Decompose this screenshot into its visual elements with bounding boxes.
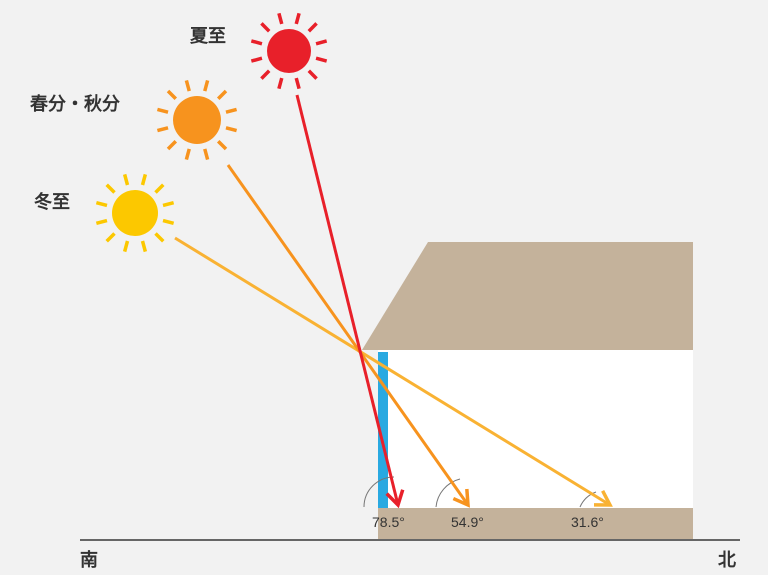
label-summer-solstice: 夏至 xyxy=(190,26,226,47)
winter-sun-ray xyxy=(140,240,148,253)
winter-sun-ray xyxy=(140,173,148,186)
summer-sun-ray xyxy=(307,69,318,80)
angle-summer: 78.5° xyxy=(372,514,405,530)
label-south: 南 xyxy=(80,550,98,571)
angle-arc-equinox xyxy=(435,478,461,508)
winter-sun-icon xyxy=(112,190,158,236)
winter-sun-ray xyxy=(105,183,116,194)
summer-sun-ray xyxy=(260,22,271,33)
summer-sun-ray xyxy=(260,69,271,80)
winter-sun-ray xyxy=(105,232,116,243)
equinox-light-ray xyxy=(226,164,470,506)
summer-sun-ray xyxy=(315,56,328,63)
winter-sun-ray xyxy=(122,240,130,253)
summer-sun-ray xyxy=(250,56,263,63)
equinox-sun-ray xyxy=(203,79,210,92)
equinox-sun-ray xyxy=(225,107,238,114)
summer-light-ray xyxy=(295,94,400,506)
winter-arrowhead xyxy=(593,489,613,507)
summer-sun-ray xyxy=(277,77,284,90)
equinox-sun-ray xyxy=(216,139,228,151)
summer-arrowhead xyxy=(385,489,405,509)
label-winter-solstice: 冬至 xyxy=(34,192,70,213)
summer-sun-ray xyxy=(315,39,328,46)
label-equinox: 春分・秋分 xyxy=(30,94,120,115)
house-roof xyxy=(362,242,693,350)
equinox-sun-ray xyxy=(166,89,178,101)
house-floor xyxy=(378,508,693,540)
winter-light-ray xyxy=(174,236,611,507)
equinox-sun-ray xyxy=(184,79,191,92)
angle-winter: 31.6° xyxy=(571,514,604,530)
equinox-sun-ray xyxy=(156,126,169,133)
angle-equinox: 54.9° xyxy=(451,514,484,530)
summer-sun-ray xyxy=(294,77,301,90)
equinox-arrowhead xyxy=(452,488,470,508)
equinox-sun-ray xyxy=(184,148,191,161)
equinox-sun-ray xyxy=(225,126,238,133)
label-north: 北 xyxy=(718,550,736,571)
summer-sun-ray xyxy=(294,12,301,25)
winter-sun-ray xyxy=(154,183,165,194)
summer-sun-icon xyxy=(267,29,311,73)
winter-sun-ray xyxy=(95,200,108,208)
winter-sun-ray xyxy=(122,173,130,186)
summer-sun-ray xyxy=(250,39,263,46)
house-interior xyxy=(378,350,693,508)
equinox-sun-ray xyxy=(166,139,178,151)
angle-arc-winter xyxy=(579,491,597,508)
window xyxy=(378,352,388,508)
winter-sun-ray xyxy=(95,218,108,226)
winter-sun-ray xyxy=(154,232,165,243)
equinox-sun-ray xyxy=(203,148,210,161)
summer-sun-ray xyxy=(277,12,284,25)
equinox-sun-ray xyxy=(156,107,169,114)
winter-sun-ray xyxy=(162,218,175,226)
equinox-sun-icon xyxy=(173,96,221,144)
angle-arc-summer xyxy=(363,476,395,508)
equinox-sun-ray xyxy=(216,89,228,101)
summer-sun-ray xyxy=(307,22,318,33)
winter-sun-ray xyxy=(162,200,175,208)
